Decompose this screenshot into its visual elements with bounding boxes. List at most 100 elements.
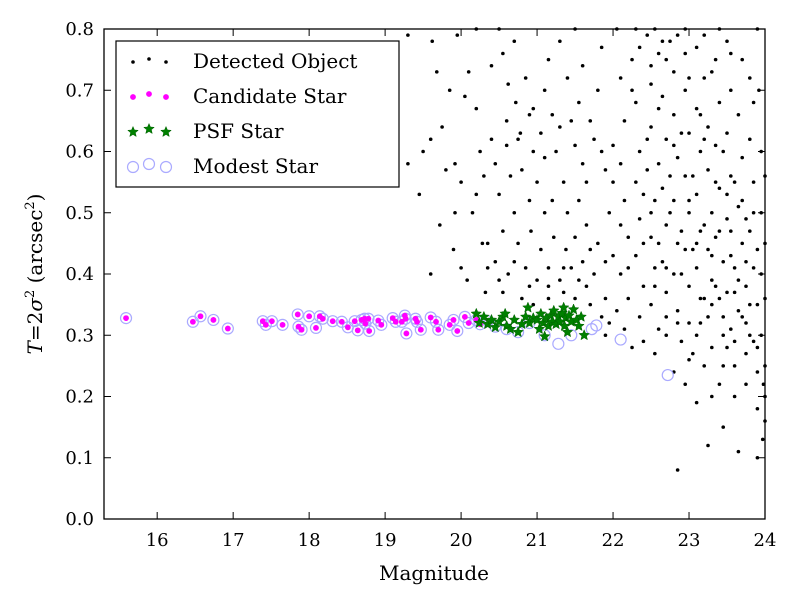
detected-object-point bbox=[561, 266, 566, 270]
detected-object-point bbox=[668, 174, 672, 178]
detected-object-point bbox=[664, 333, 669, 338]
detected-object-point bbox=[558, 39, 562, 44]
detected-object-point bbox=[577, 198, 581, 203]
detected-object-point bbox=[694, 45, 699, 50]
detected-object-point bbox=[588, 119, 593, 123]
detected-object-point bbox=[691, 174, 695, 178]
candidate-star-point bbox=[435, 326, 442, 333]
psf-star-point bbox=[573, 319, 585, 332]
detected-object-point bbox=[748, 76, 752, 80]
detected-object-point bbox=[694, 400, 699, 405]
detected-object-point bbox=[434, 70, 439, 74]
detected-object-point bbox=[523, 266, 528, 270]
detected-object-point bbox=[675, 33, 680, 37]
detected-object-point bbox=[721, 259, 726, 264]
detected-object-point bbox=[694, 333, 699, 338]
detected-object-point bbox=[706, 168, 710, 172]
detected-object-point bbox=[649, 82, 653, 86]
candidate-star-point bbox=[262, 321, 269, 328]
modest-star-point bbox=[414, 323, 427, 336]
detected-object-point bbox=[751, 100, 756, 105]
detected-object-point bbox=[447, 88, 452, 93]
modest-star-point bbox=[221, 322, 234, 335]
detected-object-point bbox=[698, 112, 703, 117]
detected-object-point bbox=[550, 112, 555, 117]
y-tick-label: 0.4 bbox=[65, 264, 94, 285]
candidate-star-point bbox=[197, 313, 204, 320]
detected-object-point bbox=[710, 345, 714, 350]
detected-object-point bbox=[683, 88, 688, 93]
legend-item: Modest Star bbox=[126, 154, 318, 178]
detected-object-point bbox=[618, 272, 623, 276]
detected-object-point bbox=[664, 315, 669, 319]
detected-object-point bbox=[725, 192, 729, 197]
psf-star-point bbox=[561, 326, 574, 338]
detected-object-point bbox=[485, 266, 490, 270]
detected-object-point bbox=[497, 278, 501, 282]
psf-star-point bbox=[519, 310, 532, 322]
detected-object-point bbox=[618, 161, 623, 166]
detected-object-point bbox=[626, 296, 631, 301]
detected-object-point bbox=[656, 327, 661, 331]
detected-object-point bbox=[683, 174, 688, 178]
modest-star-point bbox=[276, 318, 289, 331]
detected-object-point bbox=[637, 45, 642, 50]
detected-object-point bbox=[744, 321, 748, 325]
detected-object-point bbox=[653, 198, 657, 203]
detected-object-point bbox=[630, 88, 634, 93]
candidate-star-point bbox=[306, 313, 313, 320]
detected-object-point bbox=[751, 180, 756, 184]
detected-object-point bbox=[710, 278, 714, 282]
detected-object-point bbox=[630, 57, 634, 62]
detected-object-point bbox=[687, 210, 691, 215]
detected-object-point bbox=[660, 259, 665, 264]
x-tick-label: 19 bbox=[374, 530, 397, 551]
detected-object-point bbox=[483, 290, 488, 295]
detected-object-point bbox=[649, 235, 653, 240]
psf-star-series bbox=[470, 301, 591, 342]
detected-object-point bbox=[430, 39, 435, 44]
detected-object-point bbox=[451, 247, 456, 252]
detected-object-point bbox=[527, 198, 532, 203]
candidate-star-point bbox=[123, 315, 129, 321]
detected-object-point bbox=[584, 180, 589, 184]
psf-star-point bbox=[567, 303, 580, 315]
detected-object-point bbox=[725, 131, 729, 135]
detected-object-point bbox=[406, 33, 410, 37]
candidate-star-point bbox=[313, 324, 319, 331]
legend-marker-star bbox=[160, 125, 172, 137]
detected-object-point bbox=[691, 351, 695, 356]
detected-object-point bbox=[453, 161, 457, 166]
modest-star-point bbox=[447, 313, 460, 327]
detected-object-point bbox=[729, 229, 733, 233]
detected-object-point bbox=[615, 308, 619, 313]
detected-object-point bbox=[493, 161, 498, 166]
candidate-star-point bbox=[366, 328, 373, 334]
modest-star-point bbox=[291, 308, 304, 321]
detected-object-point bbox=[603, 296, 608, 301]
legend-marker-star bbox=[143, 122, 155, 134]
candidate-star-point bbox=[414, 318, 420, 325]
y-axis-label: T=2σ2 (arcsec2) bbox=[23, 193, 47, 354]
detected-object-point bbox=[675, 468, 680, 472]
modest-star-point bbox=[207, 313, 220, 327]
detected-object-point bbox=[710, 302, 714, 307]
detected-object-point bbox=[641, 339, 646, 344]
detected-object-point bbox=[504, 143, 509, 148]
detected-object-point bbox=[691, 247, 695, 252]
detected-object-point bbox=[527, 112, 532, 117]
detected-object-point bbox=[721, 333, 726, 338]
detected-object-point bbox=[694, 241, 699, 246]
detected-object-point bbox=[687, 284, 691, 289]
detected-object-point bbox=[729, 327, 733, 331]
detected-object-point bbox=[611, 143, 615, 148]
detected-object-point bbox=[656, 241, 661, 246]
detected-object-point bbox=[630, 345, 634, 350]
detected-object-point bbox=[478, 149, 482, 154]
detected-object-point bbox=[523, 76, 528, 80]
candidate-star-point bbox=[354, 327, 361, 334]
detected-object-point bbox=[744, 382, 748, 387]
detected-object-point bbox=[732, 364, 737, 368]
legend-label: PSF Star bbox=[193, 119, 284, 143]
